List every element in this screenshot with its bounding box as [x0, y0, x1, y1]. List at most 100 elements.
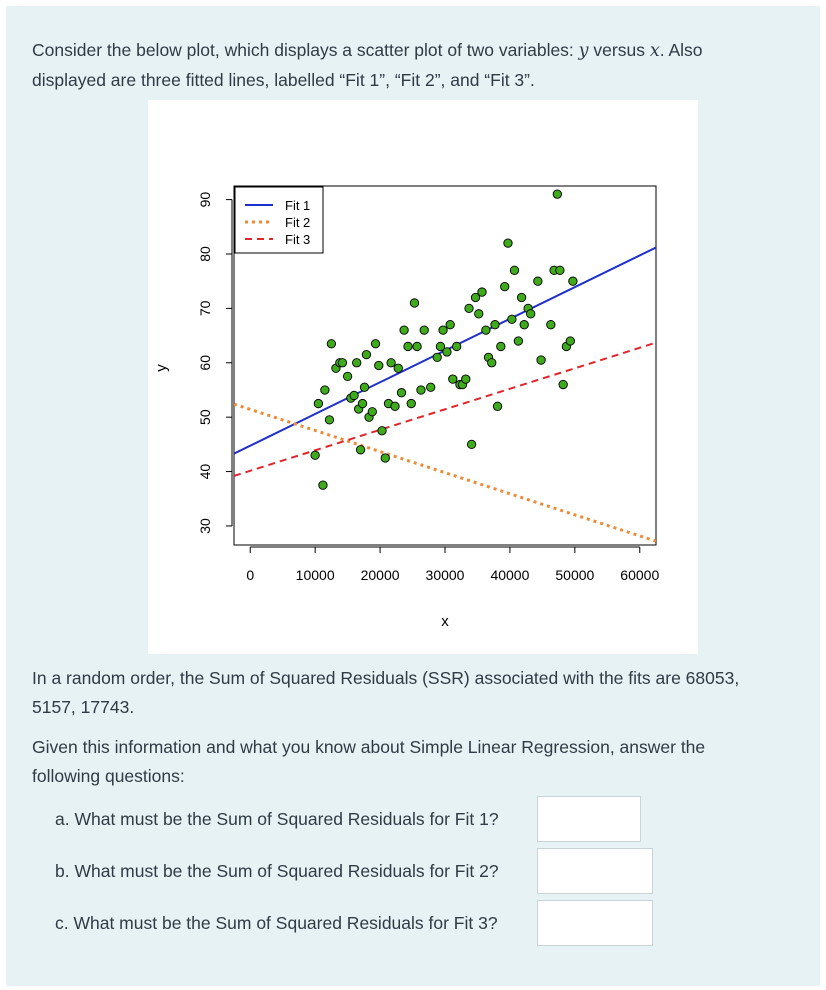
legend-box — [234, 186, 324, 254]
data-point — [490, 320, 500, 330]
x-axis: 0 10000 20000 30000 40000 50000 60000 — [246, 546, 659, 583]
y-axis: 30 40 50 60 70 80 90 — [197, 192, 233, 534]
y-tick-label: 90 — [197, 192, 213, 208]
y-variable: y — [578, 41, 589, 61]
y-tick-label: 40 — [197, 464, 213, 480]
data-point — [509, 265, 520, 275]
question-a-label: a. What must be the Sum of Squared Resid… — [55, 809, 499, 829]
data-point — [568, 276, 578, 286]
data-point — [361, 349, 372, 360]
x-tick-label: 60000 — [620, 567, 659, 583]
data-point — [396, 388, 407, 398]
fit2-ssr-input[interactable] — [537, 848, 653, 894]
data-point — [555, 265, 565, 275]
x-tick-label: 50000 — [555, 567, 594, 583]
x-tick-label: 10000 — [296, 567, 335, 583]
fit-line-fit2 — [234, 402, 656, 543]
data-point — [536, 355, 546, 365]
data-point — [399, 325, 409, 335]
data-point — [487, 358, 497, 368]
data-point — [377, 426, 387, 436]
data-point — [403, 341, 413, 352]
data-point — [552, 189, 562, 199]
y-tick-label: 80 — [197, 246, 213, 262]
intro-text: Consider the below plot, which displays … — [32, 36, 802, 95]
data-point — [496, 341, 506, 352]
question-c-label: c. What must be the Sum of Squared Resid… — [55, 913, 498, 933]
instructions-text: Given this information and what you know… — [32, 733, 812, 791]
data-point — [380, 453, 390, 463]
data-point — [565, 336, 575, 346]
data-point — [359, 382, 370, 392]
data-point — [367, 407, 377, 417]
data-point — [546, 320, 556, 330]
legend-label: Fit 2 — [285, 215, 310, 230]
data-point — [519, 320, 529, 330]
x-variable: x — [649, 41, 660, 61]
data-point — [516, 292, 527, 303]
data-point — [526, 309, 536, 319]
scatter-plot: 0 10000 20000 30000 40000 50000 60000 30 40 50 60… — [148, 100, 698, 654]
legend: Fit 1 Fit 2 Fit 3 — [234, 186, 324, 254]
data-point — [466, 439, 477, 450]
data-point — [435, 341, 446, 352]
question-panel: Consider the below plot, which displays … — [6, 6, 820, 986]
plot-frame — [233, 185, 657, 546]
data-point — [503, 238, 513, 248]
x-axis-label: x — [441, 613, 449, 630]
x-tick-label: 0 — [246, 567, 254, 583]
data-point — [416, 385, 426, 395]
data-point — [500, 281, 510, 292]
x-tick-label: 20000 — [361, 567, 400, 583]
data-point — [318, 480, 328, 490]
legend-label: Fit 1 — [285, 198, 310, 213]
intro-line1c: . Also — [659, 40, 703, 60]
data-point — [481, 325, 491, 335]
data-point — [342, 371, 353, 382]
scatter-plot-svg: 0 10000 20000 30000 40000 50000 60000 30 40 50 60… — [153, 185, 659, 630]
data-point — [412, 341, 422, 352]
data-point — [419, 325, 429, 335]
ssr-line1: In a random order, the Sum of Squared Re… — [32, 668, 740, 688]
data-point — [324, 415, 335, 425]
ssr-info-text: In a random order, the Sum of Squared Re… — [32, 664, 812, 722]
given-line2: following questions: — [32, 766, 185, 786]
fit-line-fit3 — [234, 341, 656, 477]
data-point — [357, 398, 368, 409]
data-point — [326, 339, 337, 349]
fit1-ssr-input[interactable] — [537, 796, 641, 842]
fit-lines — [234, 246, 656, 543]
data-point — [310, 450, 320, 460]
data-points — [310, 189, 578, 490]
x-tick-label: 30000 — [426, 567, 465, 583]
data-point — [442, 347, 452, 357]
data-point — [349, 390, 359, 401]
x-tick-label: 40000 — [490, 567, 529, 583]
data-point — [320, 385, 330, 395]
fit3-ssr-input[interactable] — [537, 900, 653, 946]
data-point — [513, 336, 524, 346]
ssr-line2: 5157, 17743. — [32, 697, 135, 717]
data-point — [558, 379, 568, 390]
data-point — [337, 358, 348, 368]
data-point — [445, 320, 455, 330]
y-axis-label: y — [153, 364, 170, 372]
data-point — [470, 292, 481, 303]
intro-line1b: versus — [588, 40, 650, 60]
intro-line1a: Consider the below plot, which displays … — [32, 40, 579, 60]
y-tick-label: 30 — [197, 518, 213, 534]
data-point — [393, 363, 403, 373]
data-point — [374, 360, 384, 371]
data-point — [464, 303, 474, 314]
data-point — [426, 382, 436, 392]
data-point — [461, 374, 471, 384]
legend-label: Fit 3 — [285, 232, 310, 247]
data-point — [313, 398, 324, 409]
intro-line2: displayed are three fitted lines, labell… — [32, 70, 535, 90]
data-point — [448, 374, 458, 384]
data-point — [406, 398, 416, 409]
y-tick-label: 70 — [197, 300, 213, 316]
data-point — [452, 341, 462, 352]
data-point — [370, 339, 381, 349]
data-point — [352, 358, 362, 368]
